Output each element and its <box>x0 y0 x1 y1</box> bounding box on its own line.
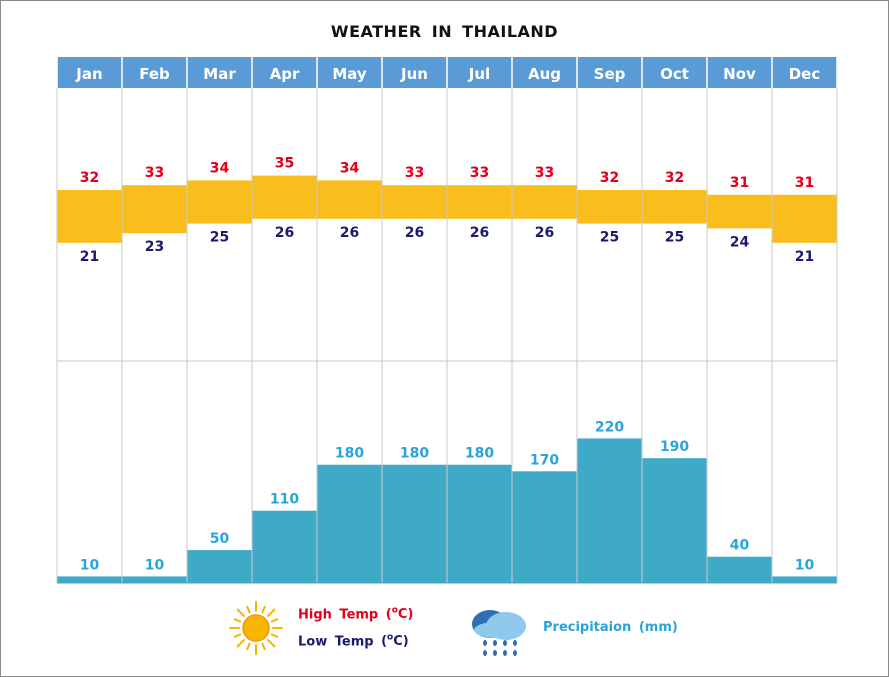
precip-label-mar: 50 <box>210 531 230 547</box>
chart-title: WEATHER IN THAILAND <box>330 22 559 41</box>
precip-label-apr: 110 <box>270 492 299 508</box>
high-temp-label-jan: 32 <box>80 170 99 186</box>
precip-bar-sep <box>577 438 642 583</box>
sun-icon <box>229 601 283 655</box>
legend-high-unit: (oC) <box>385 606 414 623</box>
month-label-feb: Feb <box>139 65 170 83</box>
high-temp-label-oct: 32 <box>665 170 684 186</box>
temp-band-nov <box>707 194 772 229</box>
legend-high-label: High Temp <box>298 607 379 623</box>
high-temp-label-feb: 33 <box>145 165 164 181</box>
high-temp-label-jun: 33 <box>405 165 424 181</box>
temp-band-aug <box>512 185 577 219</box>
precip-bar-may <box>317 464 382 583</box>
month-label-sep: Sep <box>594 65 626 83</box>
low-temp-label-jun: 26 <box>405 225 424 241</box>
legend-low-temp: Low Temp (oC) <box>298 633 409 649</box>
month-label-aug: Aug <box>528 65 561 83</box>
precip-label-feb: 10 <box>145 557 165 573</box>
precip-bar-apr <box>252 510 317 583</box>
temp-band-jun <box>382 185 447 219</box>
high-temp-label-apr: 35 <box>275 156 294 172</box>
low-temp-label-aug: 26 <box>535 225 554 241</box>
precip-bar-mar <box>187 550 252 583</box>
temp-band-sep <box>577 190 642 224</box>
precip-label-dec: 10 <box>795 557 815 573</box>
high-temp-label-sep: 32 <box>600 170 619 186</box>
temp-band-apr <box>252 175 317 219</box>
precip-bar-dec <box>772 576 837 583</box>
precip-bar-jun <box>382 464 447 583</box>
precip-label-oct: 190 <box>660 439 689 455</box>
rain-cloud-icon <box>472 610 526 656</box>
precip-bar-jan <box>57 576 122 583</box>
low-temp-label-jul: 26 <box>470 225 489 241</box>
temp-band-jul <box>447 185 512 219</box>
month-label-jun: Jun <box>400 65 428 83</box>
temp-band-oct <box>642 190 707 224</box>
precip-label-nov: 40 <box>730 538 750 554</box>
precip-bar-oct <box>642 458 707 583</box>
temp-band-feb <box>122 185 187 234</box>
high-temp-label-nov: 31 <box>730 175 749 191</box>
month-label-dec: Dec <box>789 65 821 83</box>
low-temp-label-apr: 26 <box>275 225 294 241</box>
low-temp-label-dec: 21 <box>795 249 814 265</box>
month-label-mar: Mar <box>203 65 236 83</box>
low-temp-label-jan: 21 <box>80 249 99 265</box>
low-temp-label-sep: 25 <box>600 230 619 246</box>
precip-bar-aug <box>512 471 577 583</box>
high-temp-label-may: 34 <box>340 160 360 176</box>
month-label-jan: Jan <box>75 65 102 83</box>
precip-label-sep: 220 <box>595 419 624 435</box>
high-temp-label-aug: 33 <box>535 165 554 181</box>
precip-label-may: 180 <box>335 446 364 462</box>
month-label-jul: Jul <box>468 65 490 83</box>
precip-bar-feb <box>122 576 187 583</box>
precip-label-jun: 180 <box>400 446 429 462</box>
precip-label-aug: 170 <box>530 452 559 468</box>
low-temp-label-mar: 25 <box>210 230 229 246</box>
low-temp-label-nov: 24 <box>730 234 750 250</box>
precip-bar-jul <box>447 464 512 583</box>
low-temp-label-may: 26 <box>340 225 359 241</box>
legend-high-temp: High Temp (oC) <box>298 606 413 622</box>
legend-low-unit: (oC) <box>381 633 409 650</box>
temp-band-dec <box>772 194 837 243</box>
legend-low-label: Low Temp <box>298 634 374 650</box>
high-temp-label-jul: 33 <box>470 165 489 181</box>
month-label-oct: Oct <box>660 65 689 83</box>
low-temp-label-oct: 25 <box>665 230 684 246</box>
temp-band-mar <box>187 180 252 224</box>
temp-band-jan <box>57 190 122 243</box>
month-label-may: May <box>332 65 367 83</box>
precip-label-jan: 10 <box>80 557 100 573</box>
precip-label-jul: 180 <box>465 446 494 462</box>
month-label-apr: Apr <box>270 65 300 83</box>
low-temp-label-feb: 23 <box>145 239 164 255</box>
temp-band-may <box>317 180 382 219</box>
high-temp-label-mar: 34 <box>210 160 230 176</box>
legend-precipitation: Precipitaion (mm) <box>543 620 678 635</box>
high-temp-label-dec: 31 <box>795 175 814 191</box>
month-label-nov: Nov <box>723 65 756 83</box>
precip-bar-nov <box>707 556 772 583</box>
